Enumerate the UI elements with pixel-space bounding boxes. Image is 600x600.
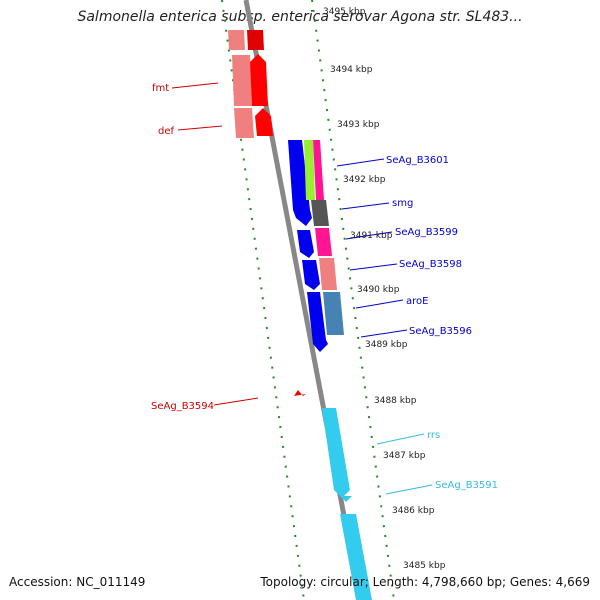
tick-label: 3493 kbp [337,120,380,130]
gene-labels: fmt def SeAg_B3594 SeAg_B3601 smg SeAg_B… [151,83,498,491]
tick-label: 3492 kbp [343,175,386,185]
cyan-gene-cluster [322,408,372,600]
outer-tick-ring-right [311,0,395,600]
tick-label: 3488 kbp [374,396,417,406]
gene-aroE[interactable] [323,292,344,335]
gene-SeAg_B3591[interactable] [340,496,352,502]
accession-label: Accession: NC_011149 [9,575,146,589]
gene-arrow-fmt[interactable] [250,54,268,106]
gene-label-fmt[interactable]: fmt [152,83,169,94]
gene-label-SeAg_B3598[interactable]: SeAg_B3598 [399,259,462,270]
gene-SeAg_B3599[interactable] [315,228,332,256]
tick-label: 3485 kbp [403,561,446,571]
gene-arrow-def[interactable] [255,108,273,136]
tick-labels: 3495 kbp 3494 kbp 3493 kbp 3492 kbp 3491… [323,7,446,571]
tick-label: 3494 kbp [330,65,373,75]
gene-block-fmt[interactable] [232,55,252,106]
tick-label: 3491 kbp [350,231,393,241]
gene-block-def[interactable] [234,108,254,138]
gene-SeAg_B3594[interactable] [294,390,306,396]
gene-label-rrs[interactable]: rrs [427,430,440,441]
gene-label-SeAg_B3601[interactable]: SeAg_B3601 [386,155,449,166]
tick-label: 3490 kbp [357,285,400,295]
tick-label: 3486 kbp [392,506,435,516]
annotation-gene-cluster [304,140,344,335]
gene-arrow[interactable] [288,140,312,226]
gene-label-SeAg_B3594[interactable]: SeAg_B3594 [151,401,214,412]
tick-label: 3487 kbp [383,451,426,461]
gene-arrow[interactable] [297,230,314,258]
red-gene-cluster [228,30,306,396]
gene-label-SeAg_B3591[interactable]: SeAg_B3591 [435,480,498,491]
tick-label: 3495 kbp [323,7,366,17]
genome-summary: Topology: circular; Length: 4,798,660 bp… [260,575,590,589]
map-title: Salmonella enterica subsp. enterica sero… [77,9,523,25]
gene-arrow[interactable] [302,260,320,290]
gene-SeAg_B3598[interactable] [319,258,337,290]
gene-arrow[interactable] [307,292,328,352]
blue-gene-cluster [288,140,328,352]
gene-block[interactable] [247,30,264,50]
gene-smg[interactable] [311,200,329,226]
gene-SeAg_B3601-b[interactable] [313,140,324,200]
gene-label-SeAg_B3599[interactable]: SeAg_B3599 [395,227,458,238]
gene-block[interactable] [228,30,245,50]
gene-label-SeAg_B3596[interactable]: SeAg_B3596 [409,326,472,337]
gene-cyan-lower[interactable] [340,514,372,600]
tick-label: 3489 kbp [365,340,408,350]
gene-label-smg[interactable]: smg [392,198,413,209]
gene-rrs[interactable] [322,408,350,498]
gene-label-def[interactable]: def [158,126,175,137]
leader-lines [171,82,433,495]
gene-label-aroE[interactable]: aroE [406,296,428,307]
gene-SeAg_B3601[interactable] [304,140,315,200]
